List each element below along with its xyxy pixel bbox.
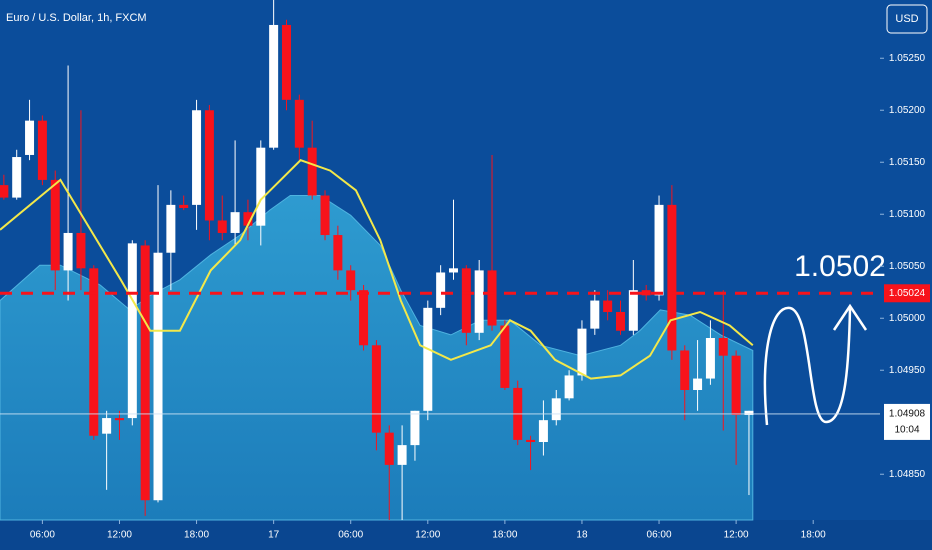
candle-body	[448, 268, 458, 273]
candle-body	[307, 147, 317, 196]
moving-average-line	[0, 159, 754, 380]
candle-body	[217, 220, 227, 233]
candle-body	[37, 120, 47, 180]
candle-body	[680, 350, 690, 390]
candle-body	[114, 418, 124, 421]
candle-body	[693, 378, 703, 390]
candle-body	[384, 432, 394, 465]
forecast-arrowhead	[832, 303, 868, 331]
x-tick-label: 06:00	[338, 530, 363, 541]
candle-body	[179, 204, 189, 208]
candle-body	[603, 300, 613, 312]
candle-body	[590, 300, 600, 329]
candle-body	[641, 290, 651, 296]
x-tick-label: 12:00	[415, 530, 440, 541]
candle-body	[744, 410, 754, 415]
candle-body	[667, 204, 677, 351]
candle-body	[397, 445, 407, 465]
candle-body	[230, 212, 240, 233]
candle-body	[487, 270, 497, 326]
x-tick-label: 18:00	[184, 530, 209, 541]
currency-label[interactable]: USD	[895, 13, 918, 25]
candle-body	[166, 204, 176, 253]
x-tick-label: 12:00	[724, 530, 749, 541]
x-tick-label: 18	[576, 530, 588, 541]
candle-body	[153, 252, 163, 501]
chart-title: Euro / U.S. Dollar, 1h, FXCM	[6, 12, 147, 24]
candle-body	[127, 243, 137, 419]
candle-body	[63, 232, 73, 271]
countdown: 10:04	[894, 425, 919, 436]
annotation: 1.0502	[794, 250, 886, 283]
x-tick-label: 17	[268, 530, 280, 541]
candle-body	[436, 272, 446, 308]
candle-body	[359, 290, 369, 346]
current-price-box	[884, 403, 930, 440]
y-tick-label: 1.04850	[889, 469, 926, 480]
y-tick-label: 1.04950	[889, 365, 926, 376]
candle-body	[731, 355, 741, 415]
candle-body	[526, 439, 536, 442]
candle-body	[294, 99, 304, 148]
candle-body	[718, 338, 728, 356]
candle-body	[577, 328, 587, 376]
x-tick-label: 18:00	[801, 530, 826, 541]
candle-body	[102, 418, 112, 434]
y-tick-label: 1.05250	[889, 53, 926, 64]
x-tick-label: 12:00	[107, 530, 132, 541]
forecast-arrow	[763, 306, 852, 426]
candle-body	[140, 245, 150, 501]
candle-body	[76, 232, 86, 269]
candle-body	[615, 312, 625, 331]
candle-body	[192, 110, 202, 205]
candle-body	[269, 24, 279, 148]
candle-body	[371, 345, 381, 433]
candle-body	[0, 185, 9, 198]
candle-body	[25, 120, 35, 155]
x-tick-label: 18:00	[492, 530, 517, 541]
x-tick-label: 06:00	[30, 530, 55, 541]
y-tick-label: 1.05100	[889, 209, 926, 220]
candle-body	[423, 307, 433, 411]
x-tick-label: 06:00	[647, 530, 672, 541]
level-label-box	[884, 284, 930, 303]
candle-body	[50, 179, 60, 271]
y-tick-label: 1.05150	[889, 157, 926, 168]
candle-body	[320, 195, 330, 236]
current-price-label: 1.04908	[889, 409, 926, 420]
y-tick-label: 1.05200	[889, 105, 926, 116]
candle-body	[204, 110, 214, 221]
y-tick-label: 1.05000	[889, 313, 926, 324]
currency-button[interactable]	[886, 4, 928, 34]
candle-body	[538, 420, 548, 442]
time-axis-strip	[0, 520, 932, 550]
plot-area	[0, 0, 754, 521]
candle-body	[705, 338, 715, 379]
candle-body	[333, 235, 343, 271]
candle-body	[500, 325, 510, 388]
candle-body	[551, 398, 561, 421]
candle-body	[628, 290, 638, 331]
candle-body	[474, 270, 484, 333]
candle-body	[461, 268, 471, 333]
candle-body	[12, 157, 22, 198]
candle-body	[346, 270, 356, 291]
y-tick-label: 1.05050	[889, 261, 926, 272]
candle-body	[89, 268, 99, 436]
candle-body	[256, 147, 266, 226]
candle-body	[654, 204, 664, 296]
candle-body	[243, 212, 253, 226]
candle-body	[564, 375, 574, 399]
level-label: 1.05024	[889, 288, 926, 299]
candle-body	[410, 410, 420, 446]
candle-body	[281, 24, 291, 100]
